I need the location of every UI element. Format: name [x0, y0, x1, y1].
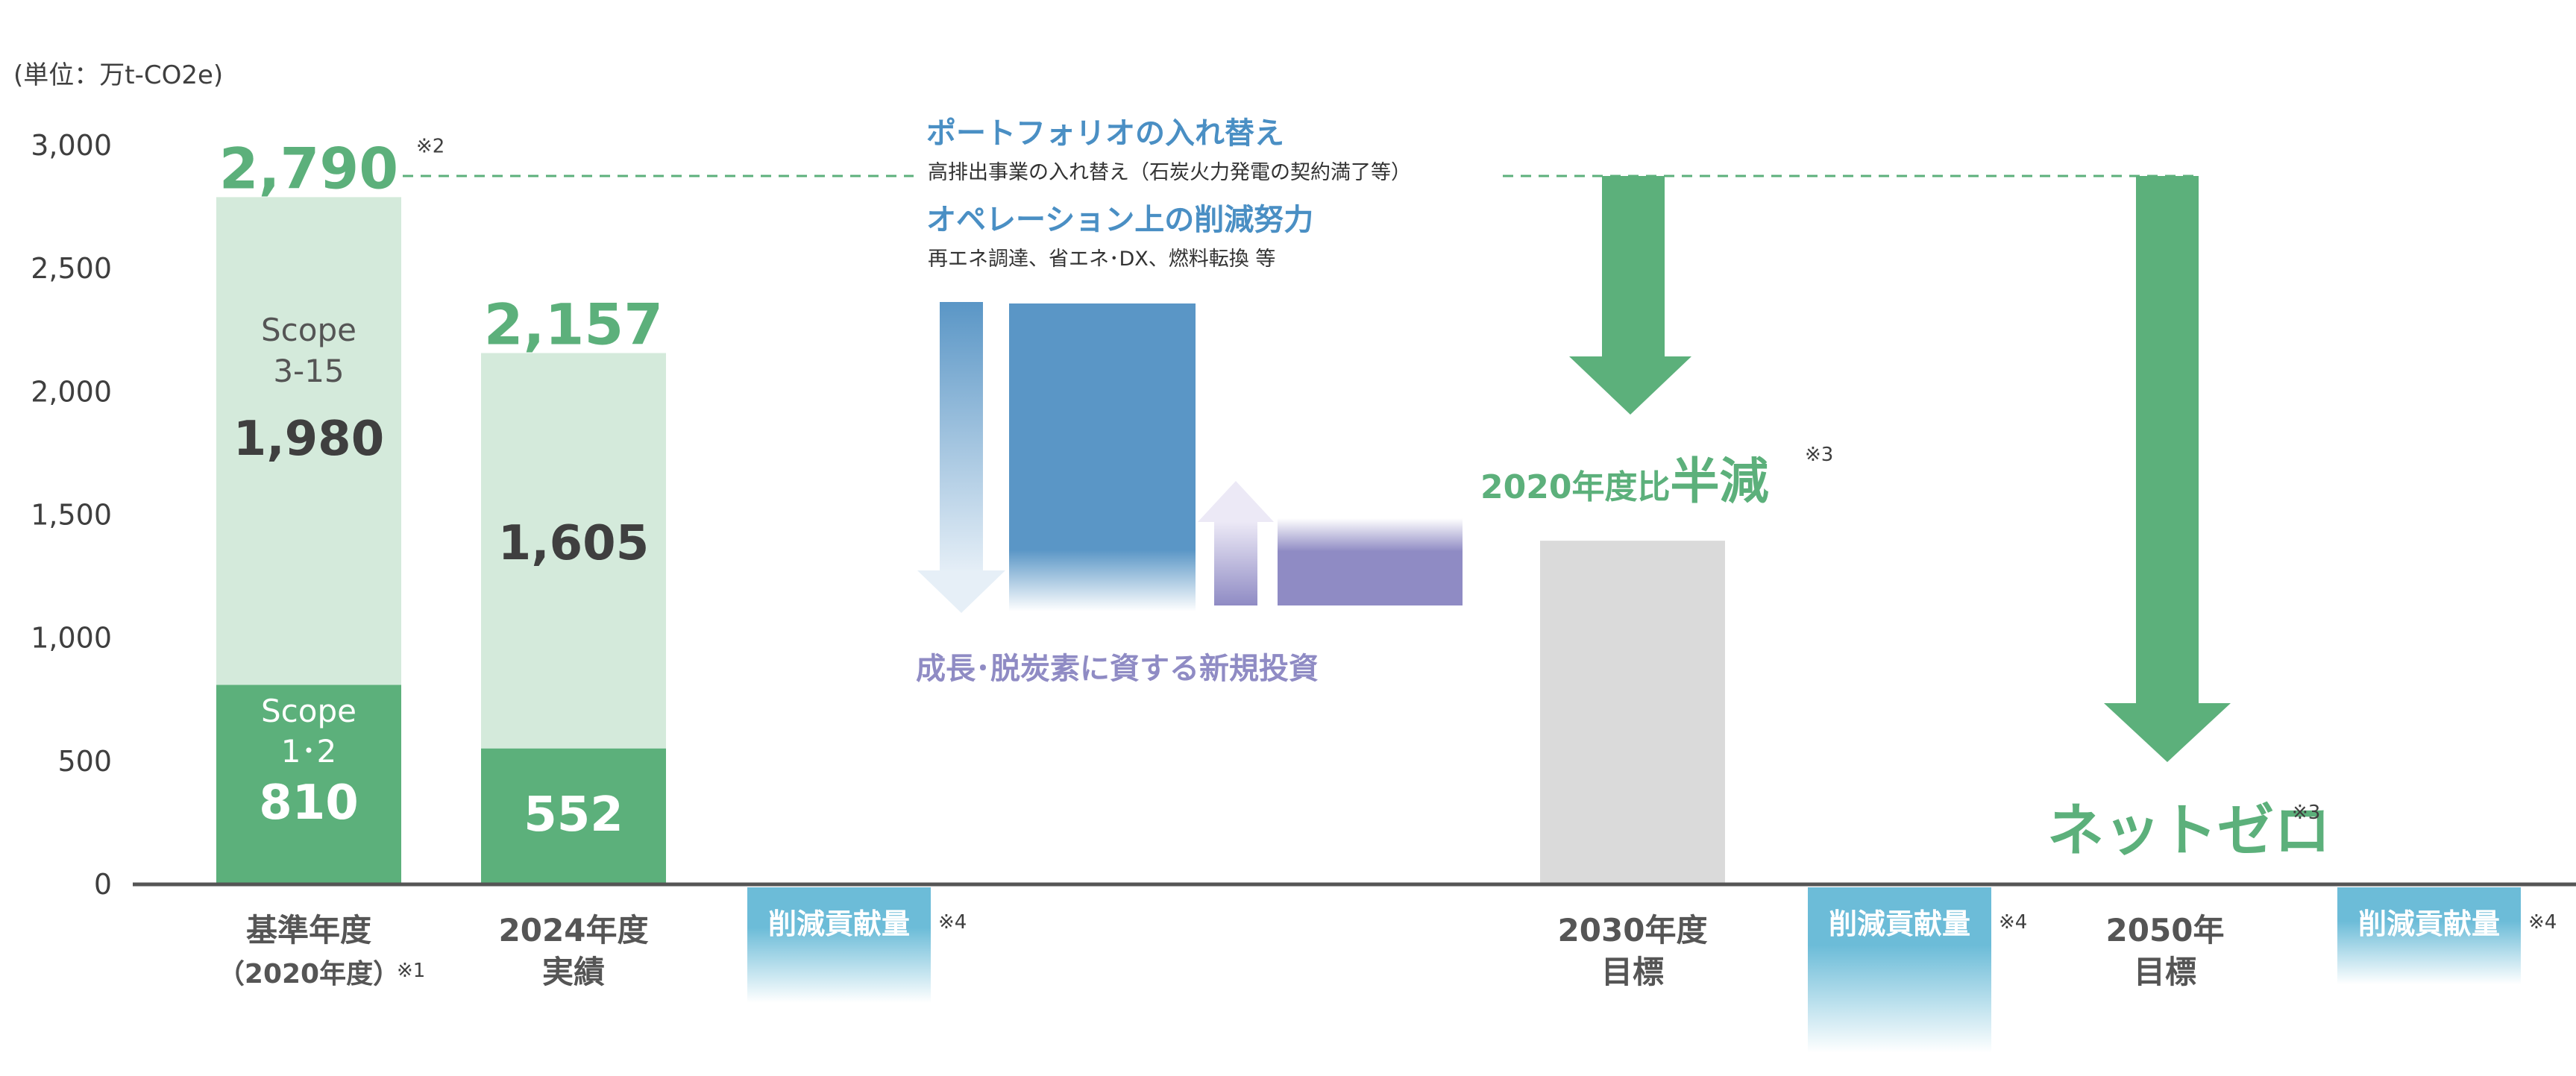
total-label: 2,790 [219, 135, 398, 201]
category-label-line1: 基準年度 [246, 912, 371, 948]
scope12-name: 1･2 [281, 733, 336, 770]
target-2050-label: ネットゼロ [2047, 797, 2331, 863]
scope12-value: 810 [259, 775, 359, 831]
y-tick-label: 3,000 [31, 129, 112, 162]
growth-investment-block [1278, 518, 1463, 605]
target-2030-arrow-shaft [1602, 176, 1665, 359]
growth-up-arrow-shaft [1214, 522, 1257, 605]
ops-reduction-block [1009, 303, 1196, 611]
scope3-value: 1,980 [233, 412, 384, 467]
contribution-badge-label: 削減貢献量 [1829, 907, 1970, 940]
scope12-name: Scope [261, 693, 356, 729]
contribution-badge-label: 削減貢献量 [2358, 907, 2500, 940]
bar-scope3 [481, 353, 666, 749]
y-tick-label: 500 [57, 745, 112, 778]
target-2050-arrow-shaft [2136, 176, 2199, 705]
contribution-badge [1808, 887, 1991, 1053]
bar-2030-target [1540, 541, 1725, 884]
scope3-name: Scope [261, 312, 356, 348]
scope3-name: 3-15 [273, 353, 344, 389]
target-2030-arrow-head [1569, 356, 1691, 415]
category-label-line2: 目標 [1601, 954, 1664, 990]
ops-title: オペレーション上の削減努力 [926, 203, 1313, 237]
category-label-line1: 2030年度 [1558, 912, 1708, 948]
y-tick-label: 1,500 [31, 499, 112, 532]
category-label-line1: 2024年度 [499, 912, 649, 948]
bar-scope3 [216, 197, 401, 685]
portfolio-down-arrow-shaft [940, 302, 983, 574]
portfolio-subtitle: 高排出事業の入れ替え（石炭火力発電の契約満了等） [928, 161, 1411, 184]
target-2030-big: 半減 [1670, 453, 1768, 510]
total-note: ※2 [416, 135, 444, 157]
scope12-value: 552 [524, 787, 623, 843]
target-2050-arrow-head [2104, 703, 2231, 762]
y-tick-label: 2,500 [31, 252, 112, 285]
total-label: 2,157 [484, 291, 663, 357]
ops-subtitle: 再エネ調達、省エネ･DX、燃料転換 等 [928, 248, 1275, 271]
portfolio-down-arrow-head [917, 570, 1005, 613]
target-2050-note: ※3 [2292, 802, 2320, 824]
y-axis-ticks: 0 500 1,000 1,500 2,000 2,500 3,000 [31, 129, 112, 901]
growth-label: 成長･脱炭素に資する新規投資 [916, 652, 1319, 686]
portfolio-title: ポートフォリオの入れ替え [926, 116, 1284, 151]
contribution-note: ※4 [1999, 911, 2027, 934]
bar-scope12 [216, 685, 401, 884]
category-label-line2: （2020年度） [218, 959, 400, 990]
contribution-badge [2337, 887, 2521, 984]
category-label-line2: 実績 [542, 954, 605, 990]
y-tick-label: 2,000 [31, 375, 112, 408]
contribution-note: ※4 [938, 911, 967, 934]
y-tick-label: 0 [94, 868, 112, 901]
category-label-line2: 目標 [2134, 954, 2196, 990]
growth-up-arrow-head [1198, 481, 1274, 522]
contribution-badges: 削減貢献量 ※4 削減貢献量 ※4 削減貢献量 ※4 [747, 887, 2557, 1053]
scope3-value: 1,605 [498, 516, 649, 571]
y-tick-label: 1,000 [31, 622, 112, 655]
unit-label: (単位：万t-CO2e) [13, 60, 223, 90]
category-note: ※1 [397, 960, 425, 982]
bars: 2,790 ※2 Scope 3-15 1,980 Scope 1･2 810 2,157 1,6… [216, 135, 1725, 884]
target-2030-note: ※3 [1805, 444, 1833, 466]
contribution-badge-label: 削減貢献量 [768, 907, 910, 940]
contribution-badge [747, 887, 931, 1003]
target-2030-label: 2020年度比半減 [1480, 453, 1768, 510]
category-label-line1: 2050年 [2106, 912, 2225, 948]
bar-scope12 [481, 748, 666, 884]
target-2030-prefix: 2020年度比 [1480, 468, 1670, 506]
contribution-note: ※4 [2528, 911, 2557, 934]
